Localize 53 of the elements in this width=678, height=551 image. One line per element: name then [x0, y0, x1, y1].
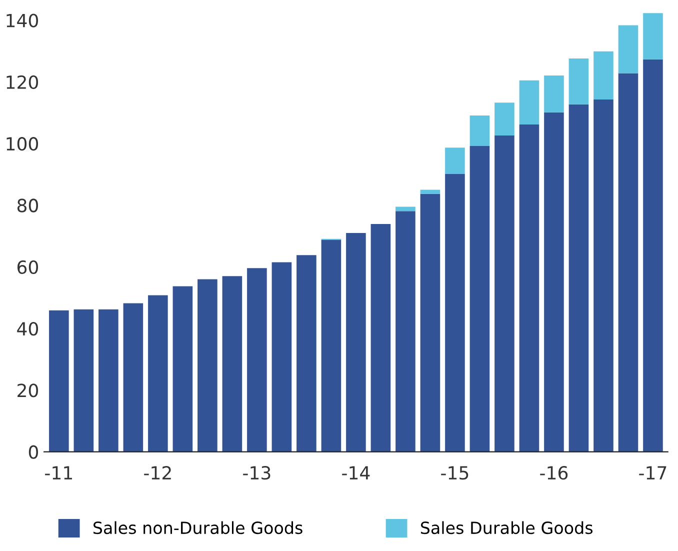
- x-tick-label: -12: [144, 466, 171, 480]
- y-tick-label: 140: [6, 14, 38, 28]
- y-tick-label: 80: [17, 198, 38, 212]
- bar: [494, 136, 514, 452]
- bar: [519, 124, 540, 452]
- y-tick-label: 20: [18, 384, 38, 398]
- bar: [123, 303, 144, 452]
- y-tick-label: 100: [6, 137, 38, 151]
- bar: [272, 262, 292, 452]
- bar: [594, 51, 614, 100]
- bar: [247, 268, 267, 452]
- bar: [148, 295, 168, 452]
- bar: [568, 104, 589, 452]
- bar: [321, 240, 342, 452]
- bar: [396, 211, 416, 452]
- bar: [643, 13, 663, 60]
- bar: [98, 309, 118, 452]
- bar: [643, 59, 663, 452]
- y-tick-label: 0: [28, 445, 38, 459]
- bar: [296, 255, 316, 452]
- bar: [618, 73, 638, 452]
- x-tick-label: -15: [441, 466, 468, 480]
- bar: [445, 174, 465, 452]
- y-tick-label: 40: [17, 322, 38, 336]
- bar: [49, 310, 69, 452]
- bar: [222, 276, 242, 452]
- x-tick-label: -13: [243, 466, 270, 480]
- bar: [544, 112, 564, 452]
- bar: [519, 80, 540, 124]
- bar: [544, 75, 564, 112]
- bar: [494, 102, 514, 136]
- bar: [74, 309, 94, 452]
- bar: [470, 116, 490, 146]
- x-tick-label: -16: [540, 466, 568, 480]
- bar: [420, 194, 440, 452]
- bar: [172, 286, 193, 452]
- x-tick-label: -14: [342, 466, 370, 480]
- bar: [198, 279, 218, 452]
- bar: [420, 190, 440, 194]
- bar: [618, 25, 638, 74]
- bar: [594, 99, 614, 452]
- bar: [568, 58, 589, 104]
- legend-label: Sales non-Durable Goods: [94, 521, 302, 534]
- bar: [396, 206, 416, 212]
- x-tick-label: -11: [45, 466, 72, 480]
- bar: [370, 224, 391, 452]
- bar: [470, 146, 490, 452]
- legend-label: Sales Durable Goods: [420, 521, 592, 534]
- y-tick-label: 120: [6, 75, 38, 90]
- x-tick-label: -17: [639, 466, 666, 480]
- bar: [445, 148, 465, 174]
- y-tick-label: 60: [17, 260, 38, 274]
- bar: [346, 232, 366, 452]
